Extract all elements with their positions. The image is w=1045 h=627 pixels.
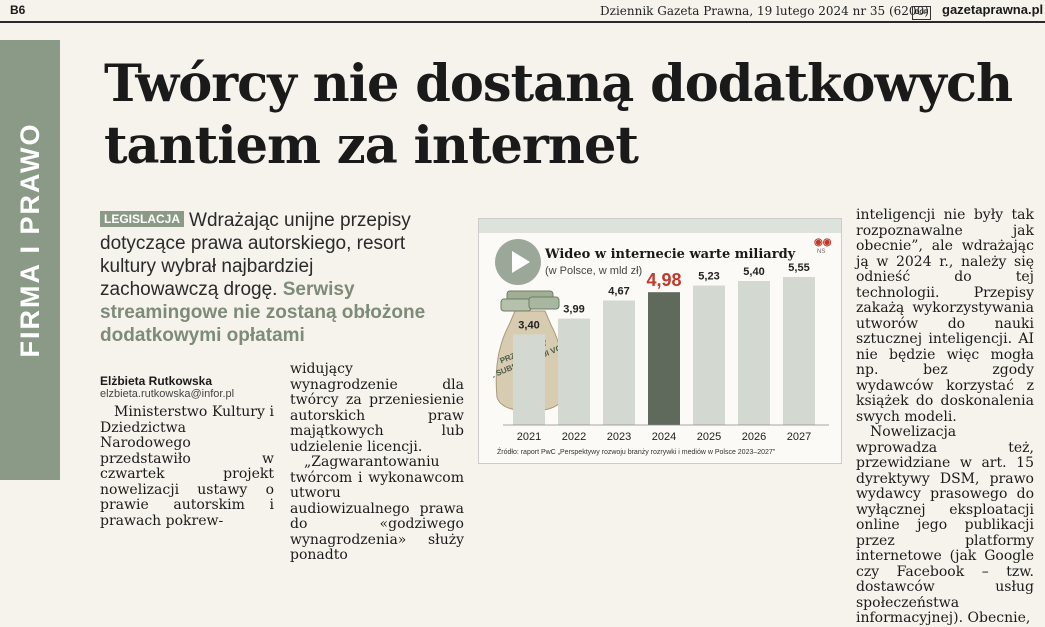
play-triangle-icon [512, 251, 530, 273]
bar-2025 [693, 285, 725, 425]
chart-title: Wideo w internecie warte miliardy [545, 247, 796, 262]
bar-2024 [648, 292, 680, 425]
bar-value-label: 4,98 [646, 270, 681, 290]
bar-2023 [603, 300, 635, 425]
author-name: Elżbieta Rutkowska [100, 374, 213, 388]
header-rule [0, 21, 1045, 23]
bar-value-label: 3,99 [563, 304, 584, 316]
article-column-1: Ministerstwo Kultury i Dziedzictwa Narod… [100, 404, 274, 529]
column-3-paragraph-1: inteligencji nie były tak rozpoznawalne … [856, 207, 1034, 425]
chart-badge: NS [817, 249, 826, 255]
article-column-2: widujący wynagrodzenie dla twórcy za prz… [290, 361, 464, 564]
chart-source: Źródło: raport PwC „Perspektywy rozwoju … [497, 449, 776, 456]
lead-text: Wdrażając unijne przepisy dotyczące praw… [100, 210, 411, 300]
section-sidebar [0, 40, 60, 480]
column-2-paragraph-2: „Zagwarantowaniu twórcom i wykonawcom ut… [290, 454, 464, 563]
bar-value-label: 5,55 [788, 262, 809, 274]
x-tick-label: 2026 [742, 431, 766, 443]
article-headline: Twórcy nie dostaną dodatkowych tantiem z… [104, 54, 1013, 176]
bar-2027 [783, 277, 815, 425]
column-1-paragraph: Ministerstwo Kultury i Dziedzictwa Narod… [100, 404, 274, 529]
x-tick-label: 2024 [652, 431, 676, 443]
bar-2026 [738, 281, 770, 425]
author-email[interactable]: elzbieta.rutkowska@infor.pl [100, 388, 235, 400]
bar-value-label: 3,40 [518, 319, 539, 331]
site-link[interactable]: gazetaprawna.pl [942, 2, 1044, 17]
column-2-paragraph-1: widujący wynagrodzenie dla twórcy za prz… [290, 361, 464, 455]
lead-accent: Serwisy streamingowe nie zostaną obłożon… [100, 279, 426, 346]
article-column-3: inteligencji nie były tak rozpoznawalne … [856, 207, 1034, 627]
x-tick-label: 2027 [787, 431, 811, 443]
infographic-chart: Wideo w internecie warte miliardy (w Pol… [478, 218, 842, 464]
bar-chart: 3,40 2021 3,99 2022 4,67 2023 4,98 2024 5,23 2025… [503, 262, 829, 443]
chart-header-strip [479, 219, 841, 233]
column-3-paragraph-2: Nowelizacja wprowadza też, przewidziane … [856, 424, 1034, 626]
x-tick-label: 2022 [562, 431, 586, 443]
x-tick-label: 2025 [697, 431, 721, 443]
bar-value-label: 5,40 [743, 266, 764, 278]
publication-line: Dziennik Gazeta Prawna, 19 lutego 2024 n… [600, 4, 929, 18]
bar-2022 [558, 318, 590, 425]
x-tick-label: 2021 [517, 431, 541, 443]
lead-tag: LEGISLACJA [100, 211, 185, 227]
bar-value-label: 5,23 [698, 271, 719, 283]
source-logo-icon: ◉◉ [814, 237, 832, 248]
article-lead: LEGISLACJA Wdrażając unijne przepisy doty… [100, 209, 430, 347]
x-tick-label: 2023 [607, 431, 631, 443]
chart-subtitle: (w Polsce, w mld zł) [545, 265, 643, 277]
page-number: B6 [10, 3, 26, 17]
publication-logo: DGP [912, 6, 931, 20]
section-label: FIRMA I PRAWO [15, 122, 45, 358]
bar-2021 [513, 334, 545, 425]
bar-value-label: 4,67 [608, 285, 629, 297]
